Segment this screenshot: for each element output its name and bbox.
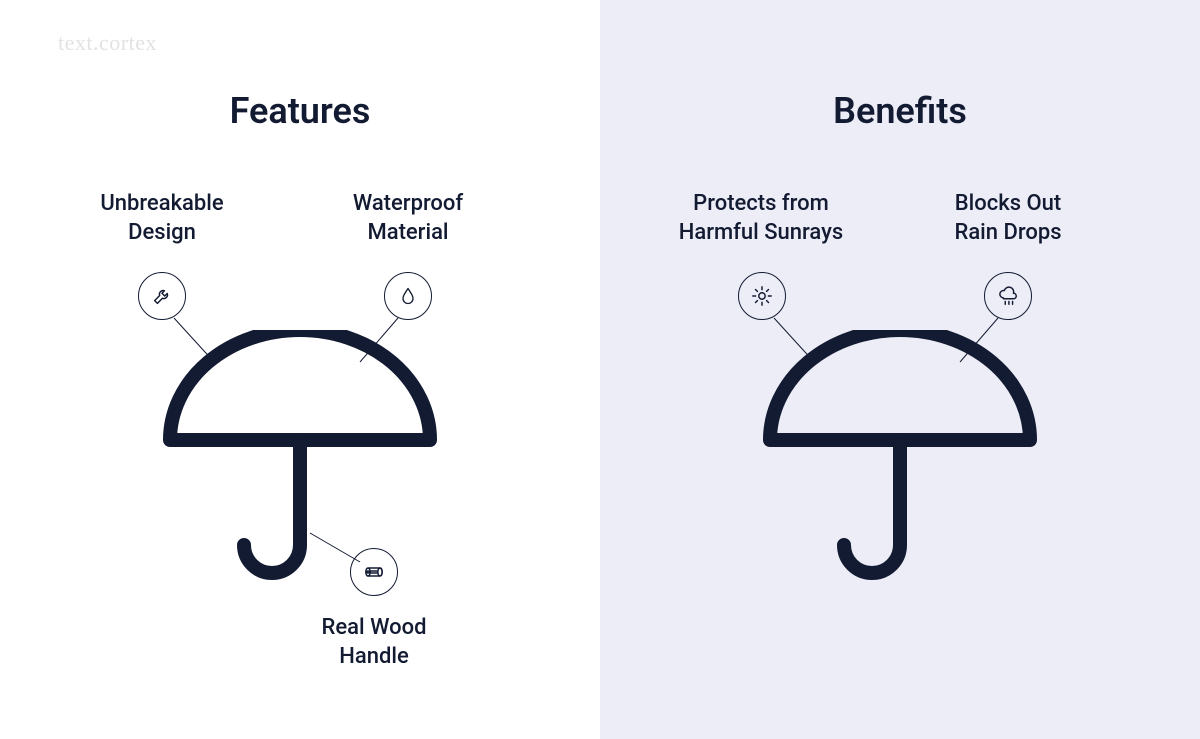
label-sunrays: Protects fromHarmful Sunrays	[636, 190, 886, 247]
drop-icon	[384, 272, 432, 320]
infographic-canvas: text.cortex Features	[0, 0, 1200, 739]
benefits-panel: Benefits	[600, 0, 1200, 739]
wrench-icon	[138, 272, 186, 320]
cloud-rain-icon	[984, 272, 1032, 320]
sun-icon	[738, 272, 786, 320]
label-unbreakable: UnbreakableDesign	[52, 190, 272, 247]
benefits-title: Benefits	[600, 90, 1200, 132]
label-wood: Real WoodHandle	[264, 614, 484, 671]
benefits-umbrella	[750, 330, 1050, 610]
features-umbrella	[150, 330, 450, 610]
features-title: Features	[0, 90, 600, 132]
label-rain: Blocks OutRain Drops	[898, 190, 1118, 247]
watermark: text.cortex	[58, 30, 157, 56]
log-icon	[350, 548, 398, 596]
features-panel: text.cortex Features	[0, 0, 600, 739]
label-waterproof: WaterproofMaterial	[298, 190, 518, 247]
